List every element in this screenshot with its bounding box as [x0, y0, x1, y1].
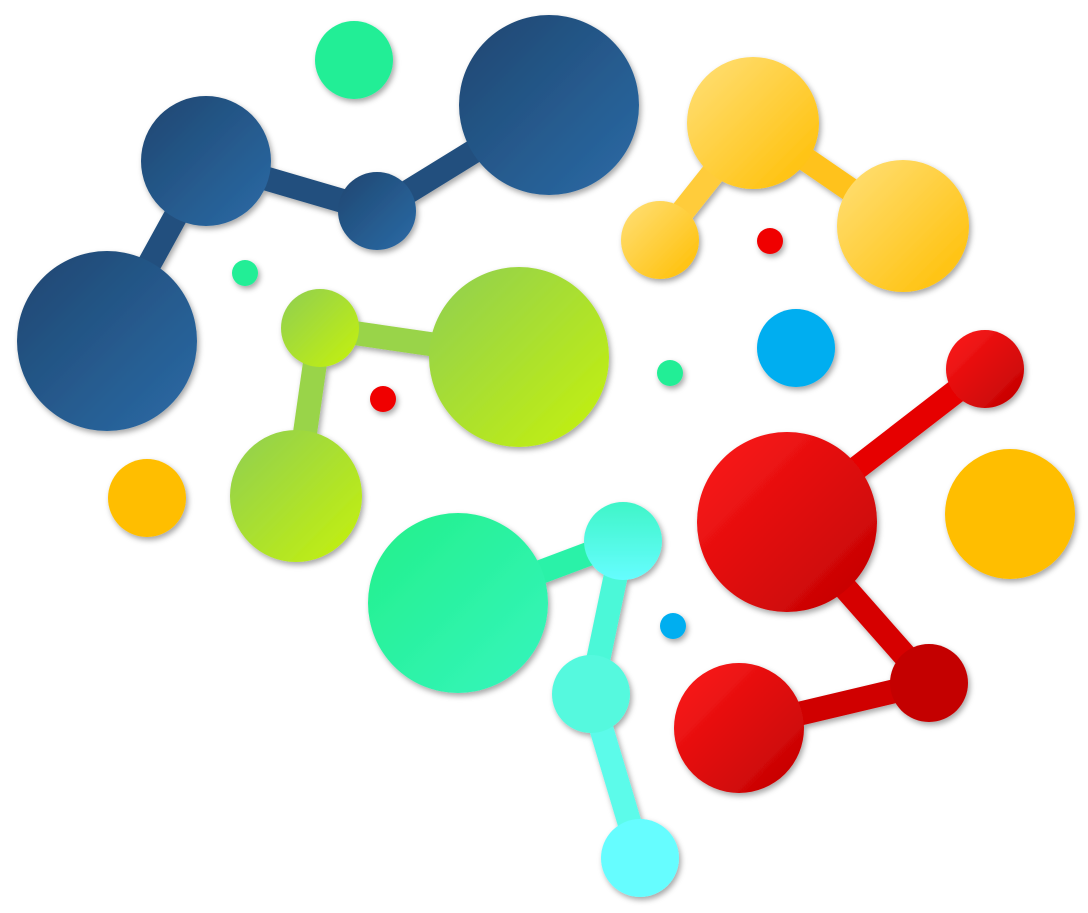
- red-node-bottom: [674, 663, 804, 793]
- red-node-top: [946, 330, 1024, 408]
- orange-dot: [108, 459, 186, 537]
- red-dot-small: [370, 386, 396, 412]
- lime-node-bottom: [230, 430, 362, 562]
- loose-dots: [108, 21, 1075, 639]
- yellow-node-top: [687, 57, 819, 189]
- red-node-large: [697, 432, 877, 612]
- sky-blue-dot: [757, 309, 835, 387]
- navy-node-top: [459, 15, 639, 195]
- green-dot-small: [232, 260, 258, 286]
- aqua-node-top: [584, 502, 662, 580]
- red-molecule-cluster: [674, 330, 1024, 793]
- yellow-node-small: [621, 201, 699, 279]
- lime-molecule-cluster: [230, 267, 609, 562]
- red-node-right: [890, 644, 968, 722]
- aqua-node-bottom: [601, 819, 679, 897]
- yellow-node-right: [837, 160, 969, 292]
- mint-node-large: [368, 513, 548, 693]
- navy-molecule-cluster: [17, 15, 639, 431]
- sky-blue-dot-small: [660, 613, 686, 639]
- navy-node-large: [17, 251, 197, 431]
- orange-dot-large: [945, 449, 1075, 579]
- aqua-node-middle: [552, 655, 630, 733]
- lime-node-small: [281, 289, 359, 367]
- green-dot: [315, 21, 393, 99]
- yellow-molecule-cluster: [621, 57, 969, 292]
- mint-aqua-molecule-cluster: [368, 502, 679, 897]
- green-dot-small: [657, 360, 683, 386]
- navy-node-small: [338, 172, 416, 250]
- red-dot-small: [757, 228, 783, 254]
- lime-node-large: [429, 267, 609, 447]
- navy-node-medium: [141, 96, 271, 226]
